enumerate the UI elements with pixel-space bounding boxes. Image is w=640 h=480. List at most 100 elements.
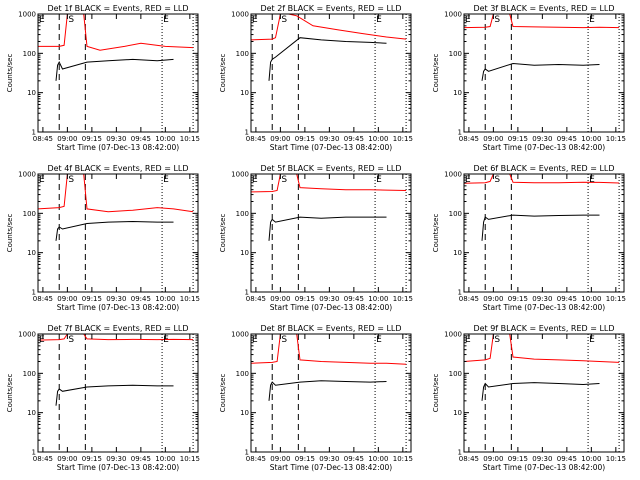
marker-label: E <box>252 335 258 345</box>
x-tick-label: 09:00 <box>270 135 290 143</box>
y-axis-label: Counts/sec <box>6 374 14 413</box>
y-tick-label: 1000 <box>231 171 249 179</box>
events-series-line <box>268 37 387 81</box>
marker-label: E <box>163 15 169 25</box>
x-tick-label: 10:00 <box>368 135 388 143</box>
lld-series-line <box>37 333 194 341</box>
x-axis-label: Start Time (07-Dec-13 08:42:00) <box>57 463 179 472</box>
x-tick-label: 08:45 <box>246 135 266 143</box>
plot-frame <box>250 333 412 453</box>
x-tick-label: 09:15 <box>82 295 102 303</box>
x-tick-label: 09:45 <box>131 135 151 143</box>
marker-label: E <box>465 335 471 345</box>
y-axis-label: Counts/sec <box>219 54 227 93</box>
x-axis-label: Start Time (07-Dec-13 08:42:00) <box>57 143 179 152</box>
x-tick-label: 09:30 <box>319 135 339 143</box>
x-tick-label: 09:00 <box>270 295 290 303</box>
x-tick-label: 10:00 <box>581 455 601 463</box>
y-tick-label: 10 <box>453 409 462 417</box>
x-tick-label: 09:45 <box>344 295 364 303</box>
y-tick-label: 1000 <box>18 331 36 339</box>
x-axis-label: Start Time (07-Dec-13 08:42:00) <box>57 303 179 312</box>
marker-label: E <box>163 335 169 345</box>
marker-label: S <box>494 335 500 345</box>
marker-label: S <box>68 175 74 185</box>
y-axis-label: Counts/sec <box>219 374 227 413</box>
chart-title: Det 3f BLACK = Events, RED = LLD <box>473 4 614 13</box>
x-tick-label: 09:45 <box>344 135 364 143</box>
x-axis-label: Start Time (07-Dec-13 08:42:00) <box>483 463 605 472</box>
events-series-line <box>268 216 387 241</box>
plot-frame <box>463 173 625 293</box>
x-tick-label: 08:45 <box>246 455 266 463</box>
marker-label: E <box>252 175 258 185</box>
marker-label: E <box>39 335 45 345</box>
plot-frame <box>250 13 412 133</box>
events-series-line <box>268 380 387 401</box>
x-tick-label: 10:00 <box>155 135 175 143</box>
y-tick-label: 100 <box>449 210 462 218</box>
y-tick-label: 1 <box>245 289 249 297</box>
x-tick-label: 10:15 <box>393 455 413 463</box>
marker-label: E <box>589 15 595 25</box>
x-tick-label: 08:45 <box>459 295 479 303</box>
plot-frame <box>250 173 412 293</box>
x-tick-label: 10:00 <box>368 295 388 303</box>
x-tick-label: 09:30 <box>319 295 339 303</box>
marker-label: S <box>281 15 287 25</box>
detector-plot-9: 1 10 100 1000 08:45 09:00 09:15 09:30 09:45 10:00… <box>432 324 626 472</box>
lld-series-line <box>250 173 407 193</box>
x-tick-label: 09:30 <box>319 455 339 463</box>
marker-label: S <box>494 175 500 185</box>
x-tick-label: 09:45 <box>557 455 577 463</box>
marker-label: S <box>494 15 500 25</box>
chart-title: Det 7f BLACK = Events, RED = LLD <box>47 324 188 333</box>
y-tick-label: 10 <box>453 89 462 97</box>
x-tick-label: 09:15 <box>508 135 528 143</box>
marker-label: E <box>465 175 471 185</box>
events-series-line <box>55 58 174 81</box>
y-tick-label: 1 <box>245 449 249 457</box>
x-tick-label: 10:15 <box>393 295 413 303</box>
y-tick-label: 1000 <box>444 331 462 339</box>
y-axis-label: Counts/sec <box>219 214 227 253</box>
x-tick-label: 08:45 <box>33 295 53 303</box>
marker-label: E <box>589 175 595 185</box>
x-tick-label: 09:45 <box>131 455 151 463</box>
y-axis-label: Counts/sec <box>432 374 440 413</box>
x-tick-label: 09:30 <box>532 455 552 463</box>
lld-series-line <box>37 173 194 213</box>
x-tick-label: 09:00 <box>270 455 290 463</box>
x-axis-label: Start Time (07-Dec-13 08:42:00) <box>270 143 392 152</box>
chart-title: Det 5f BLACK = Events, RED = LLD <box>260 164 401 173</box>
y-tick-label: 10 <box>240 249 249 257</box>
detector-plot-1: 1 10 100 1000 08:45 09:00 09:15 09:30 09:45 10:00… <box>6 4 200 152</box>
x-tick-label: 09:45 <box>557 135 577 143</box>
x-tick-label: 10:00 <box>368 455 388 463</box>
marker-label: S <box>68 335 74 345</box>
x-tick-label: 09:15 <box>295 135 315 143</box>
x-tick-label: 09:30 <box>106 295 126 303</box>
x-tick-label: 09:00 <box>483 455 503 463</box>
y-tick-label: 100 <box>449 370 462 378</box>
detector-plot-2: 1 10 100 1000 08:45 09:00 09:15 09:30 09:45 10:00… <box>219 4 413 152</box>
x-tick-label: 08:45 <box>33 455 53 463</box>
plot-frame <box>37 173 199 293</box>
chart-title: Det 8f BLACK = Events, RED = LLD <box>260 324 401 333</box>
x-tick-label: 08:45 <box>246 295 266 303</box>
y-tick-label: 10 <box>27 89 36 97</box>
detector-plot-3: 1 10 100 1000 08:45 09:00 09:15 09:30 09:45 10:00… <box>432 4 626 152</box>
marker-label: S <box>281 335 287 345</box>
events-series-line <box>481 214 600 241</box>
marker-label: E <box>39 15 45 25</box>
y-tick-label: 1 <box>32 289 36 297</box>
x-tick-label: 09:15 <box>295 455 315 463</box>
y-tick-label: 1 <box>245 129 249 137</box>
plot-frame <box>463 333 625 453</box>
detector-plot-8: 1 10 100 1000 08:45 09:00 09:15 09:30 09:45 10:00… <box>219 324 413 472</box>
marker-label: E <box>589 335 595 345</box>
y-tick-label: 100 <box>449 50 462 58</box>
x-tick-label: 10:00 <box>155 455 175 463</box>
detector-plot-4: 1 10 100 1000 08:45 09:00 09:15 09:30 09:45 10:00… <box>6 164 200 312</box>
